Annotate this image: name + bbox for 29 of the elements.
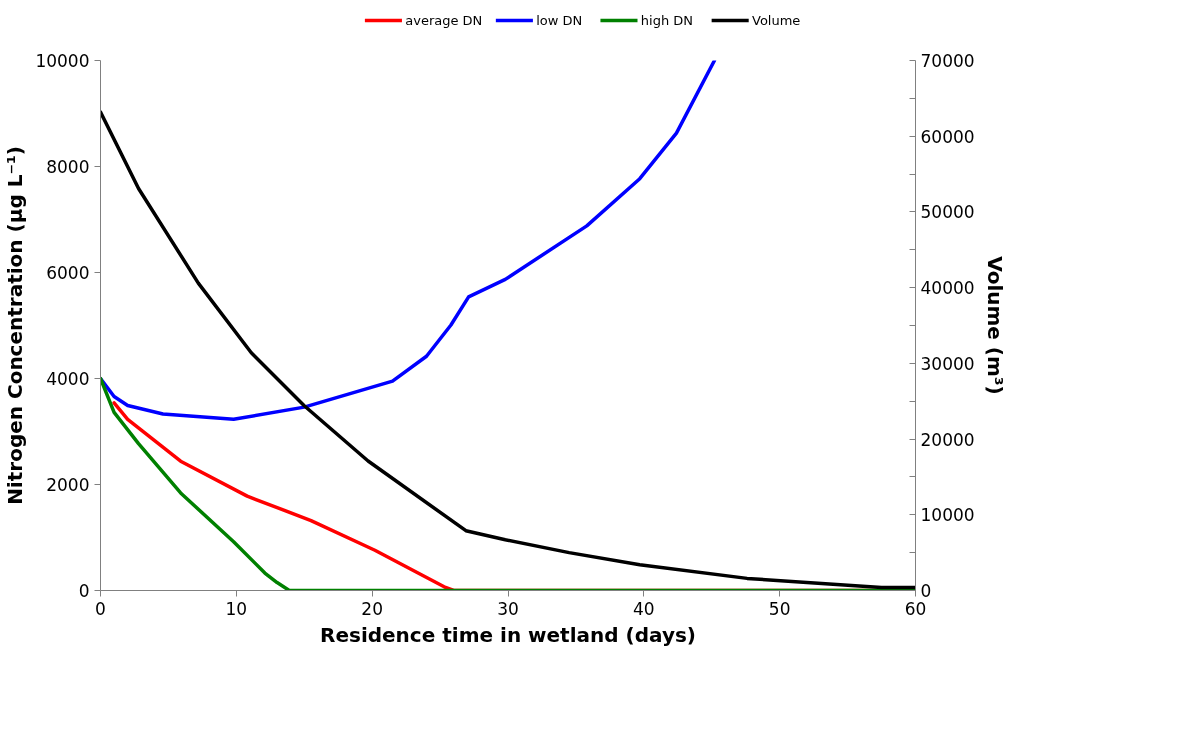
y-tick-label: 2000 xyxy=(46,475,90,495)
x-tick-label: 40 xyxy=(633,598,655,619)
y-axis-title: Nitrogen Concentration (μg L⁻¹) xyxy=(3,146,28,505)
y-tick-label: 8000 xyxy=(46,157,90,177)
y2-tick-label: 70000 xyxy=(920,51,975,71)
y2-tick-label: 60000 xyxy=(920,126,975,147)
y2-tick-label: 40000 xyxy=(920,278,975,299)
y2-tick-label: 30000 xyxy=(920,353,975,374)
x-tick-label: 10 xyxy=(225,598,248,619)
y2-tick-label: 0 xyxy=(920,581,932,601)
y-tick-label: 0 xyxy=(78,581,90,601)
x-tick-label: 50 xyxy=(768,598,791,619)
legend-label: average DN xyxy=(405,13,483,28)
y-tick-label: 10000 xyxy=(35,51,90,71)
y-tick-label: 4000 xyxy=(46,369,90,389)
y2-axis-title: Volume (m³) xyxy=(982,256,1007,395)
x-tick-label: 30 xyxy=(497,598,519,619)
y2-tick-label: 10000 xyxy=(920,505,975,526)
y-tick-label: 6000 xyxy=(46,263,90,283)
y2-tick-label: 20000 xyxy=(920,429,975,450)
x-axis-title: Residence time in wetland (days) xyxy=(320,622,696,647)
line-series xyxy=(100,60,717,422)
legend-label: low DN xyxy=(536,13,583,28)
x-tick-label: 60 xyxy=(904,598,927,619)
legend-label: high DN xyxy=(640,13,694,28)
x-tick-label: 20 xyxy=(361,598,383,619)
x-tick-label: 0 xyxy=(95,598,106,619)
legend-label: Volume xyxy=(752,13,801,28)
y2-tick-label: 50000 xyxy=(920,202,975,223)
